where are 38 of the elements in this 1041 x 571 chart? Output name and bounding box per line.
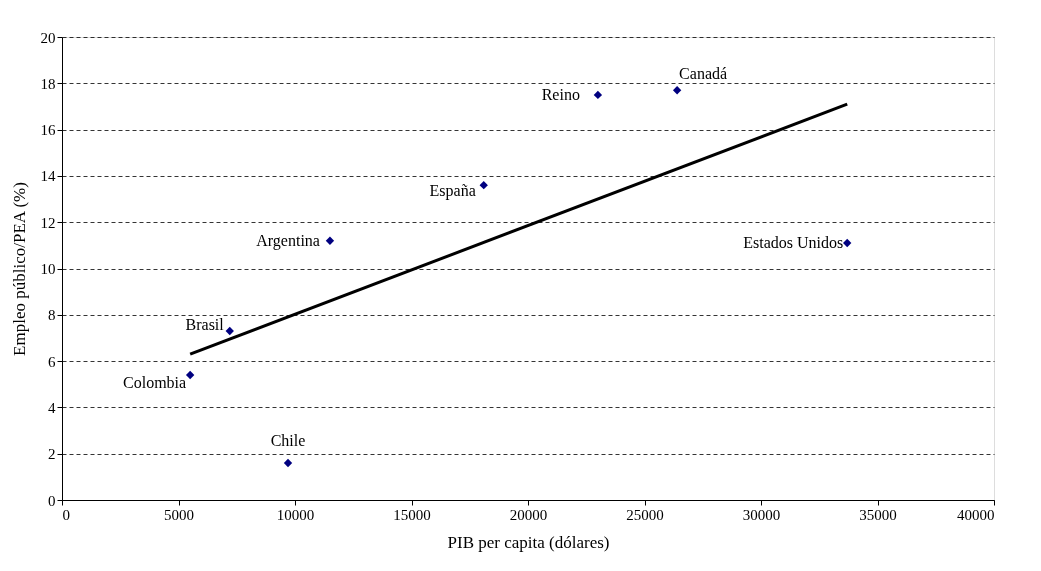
annotation: Colombia [123,373,187,391]
y-tick-label: 0 [48,492,56,509]
x-tick-label: 30000 [742,506,781,523]
annotation: Estados Unidos [743,234,844,252]
y-axis-title: Empleo público/PEA (%) [9,182,29,356]
y-tick-label: 14 [40,168,56,185]
point [225,326,234,336]
y-tick-label: 12 [40,214,56,231]
x-tick-label: 40000 [957,506,995,523]
x-axis-title: PIB per capita (dólares) [447,532,610,552]
x-tick-label: 15000 [393,506,431,523]
y-tick-label: 20 [40,29,56,46]
annotation: Reino [541,85,580,103]
annotation: Brasil [185,316,225,334]
x-tick-label: 20000 [509,506,548,523]
x-tick-label: 25000 [626,506,664,523]
y-tick-label: 18 [40,75,56,92]
y-tick-label: 16 [40,122,56,139]
point [672,86,682,95]
point [325,236,335,245]
x-tick-label: 35000 [859,506,897,523]
y-tick-label: 6 [48,353,56,370]
point [185,370,195,380]
x-tick-label: 5000 [164,506,194,523]
annotation: Canadá [679,65,728,83]
annotation: Argentina [256,231,320,250]
y-tick-label: 4 [48,399,56,416]
annotation: Chile [270,431,306,449]
annotation: España [429,182,476,201]
x-tick-label: 0 [62,506,70,523]
y-tick-label: 2 [48,446,56,463]
y-tick-label: 8 [48,307,56,324]
y-tick-label: 10 [40,261,56,277]
x-tick-label: 10000 [276,506,315,523]
point [479,180,488,190]
point [843,238,852,248]
point [283,458,293,468]
point [593,90,603,100]
